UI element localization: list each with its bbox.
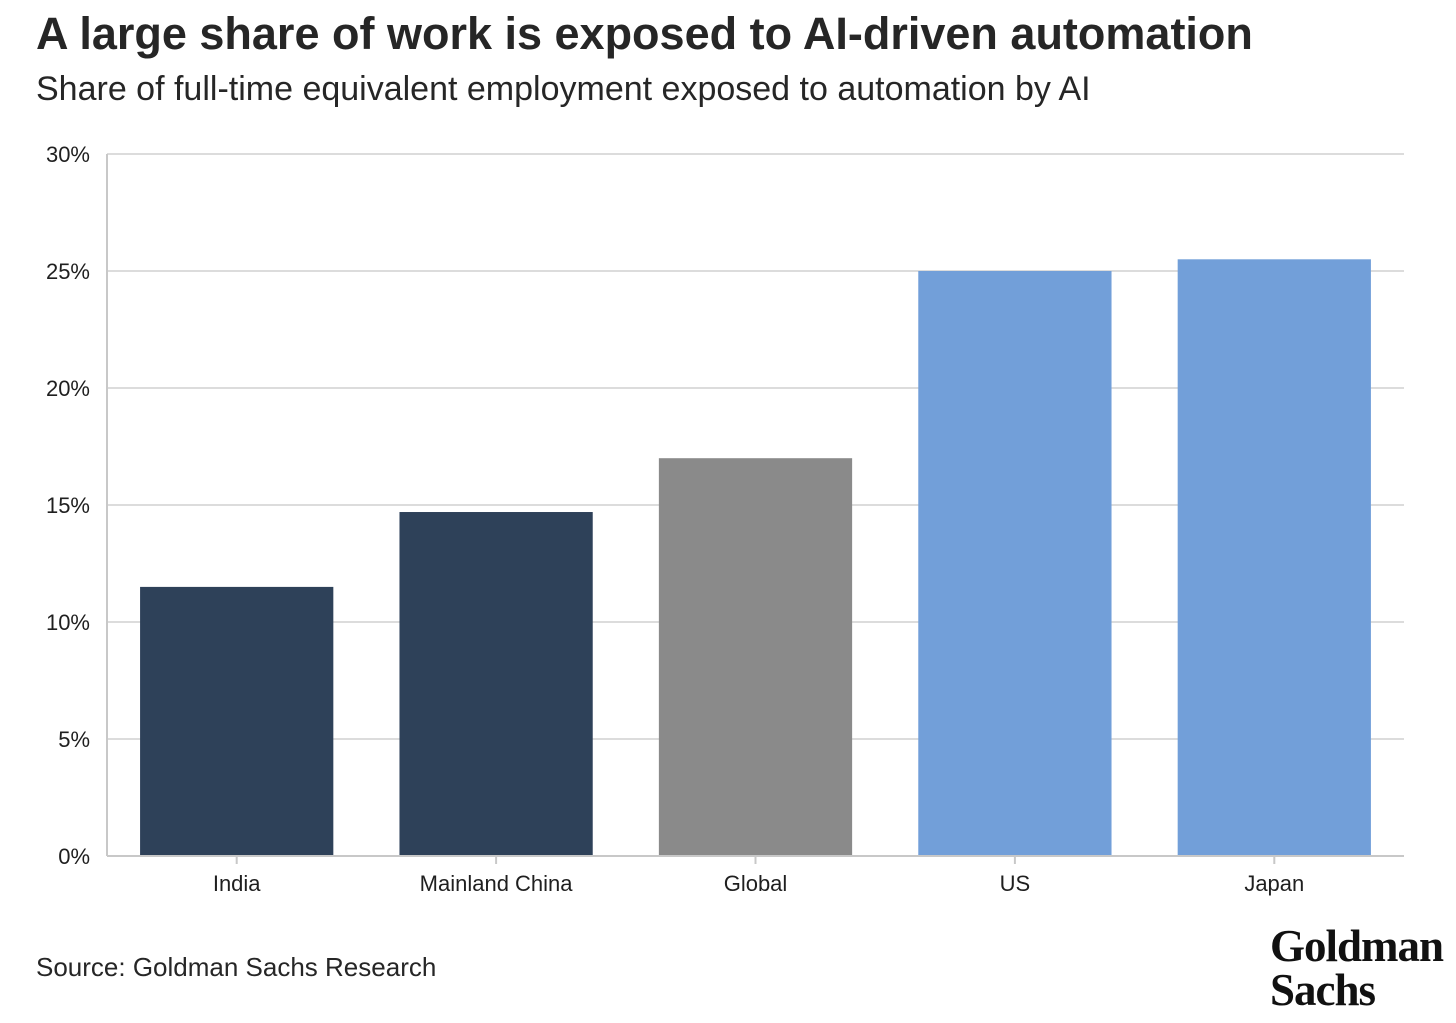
x-tick-label: US: [1000, 871, 1031, 896]
goldman-sachs-logo: Goldman Sachs: [1270, 921, 1444, 1015]
x-tick-label: Japan: [1244, 871, 1304, 896]
y-tick-label: 0%: [58, 844, 90, 869]
x-tick-label: Global: [724, 871, 788, 896]
bars: [140, 259, 1371, 856]
y-tick-label: 25%: [46, 259, 90, 284]
bar-us: [918, 271, 1112, 856]
chart-subtitle: Share of full-time equivalent employment…: [36, 70, 1091, 108]
y-tick-label: 30%: [46, 142, 90, 167]
y-tick-label: 20%: [46, 376, 90, 401]
y-tick-label: 10%: [46, 610, 90, 635]
bar-mainland-china: [399, 512, 593, 856]
bar-global: [658, 458, 853, 856]
x-tick-label: India: [213, 871, 261, 896]
y-tick-label: 15%: [46, 493, 90, 518]
axis-labels: 0% 5% 10% 15% 20% 25% 30% India Mainland China Gl…: [46, 142, 1304, 896]
logo-line-1: Goldman: [1270, 921, 1444, 971]
y-tick-label: 5%: [58, 727, 90, 752]
chart-title: A large share of work is exposed to AI-d…: [36, 8, 1253, 59]
logo-line-2: Sachs: [1270, 965, 1376, 1015]
bar-japan: [1177, 259, 1371, 856]
source-note: Source: Goldman Sachs Research: [36, 952, 437, 982]
x-tick-label: Mainland China: [420, 871, 574, 896]
bar-india: [140, 586, 334, 856]
axes: [106, 154, 1404, 864]
